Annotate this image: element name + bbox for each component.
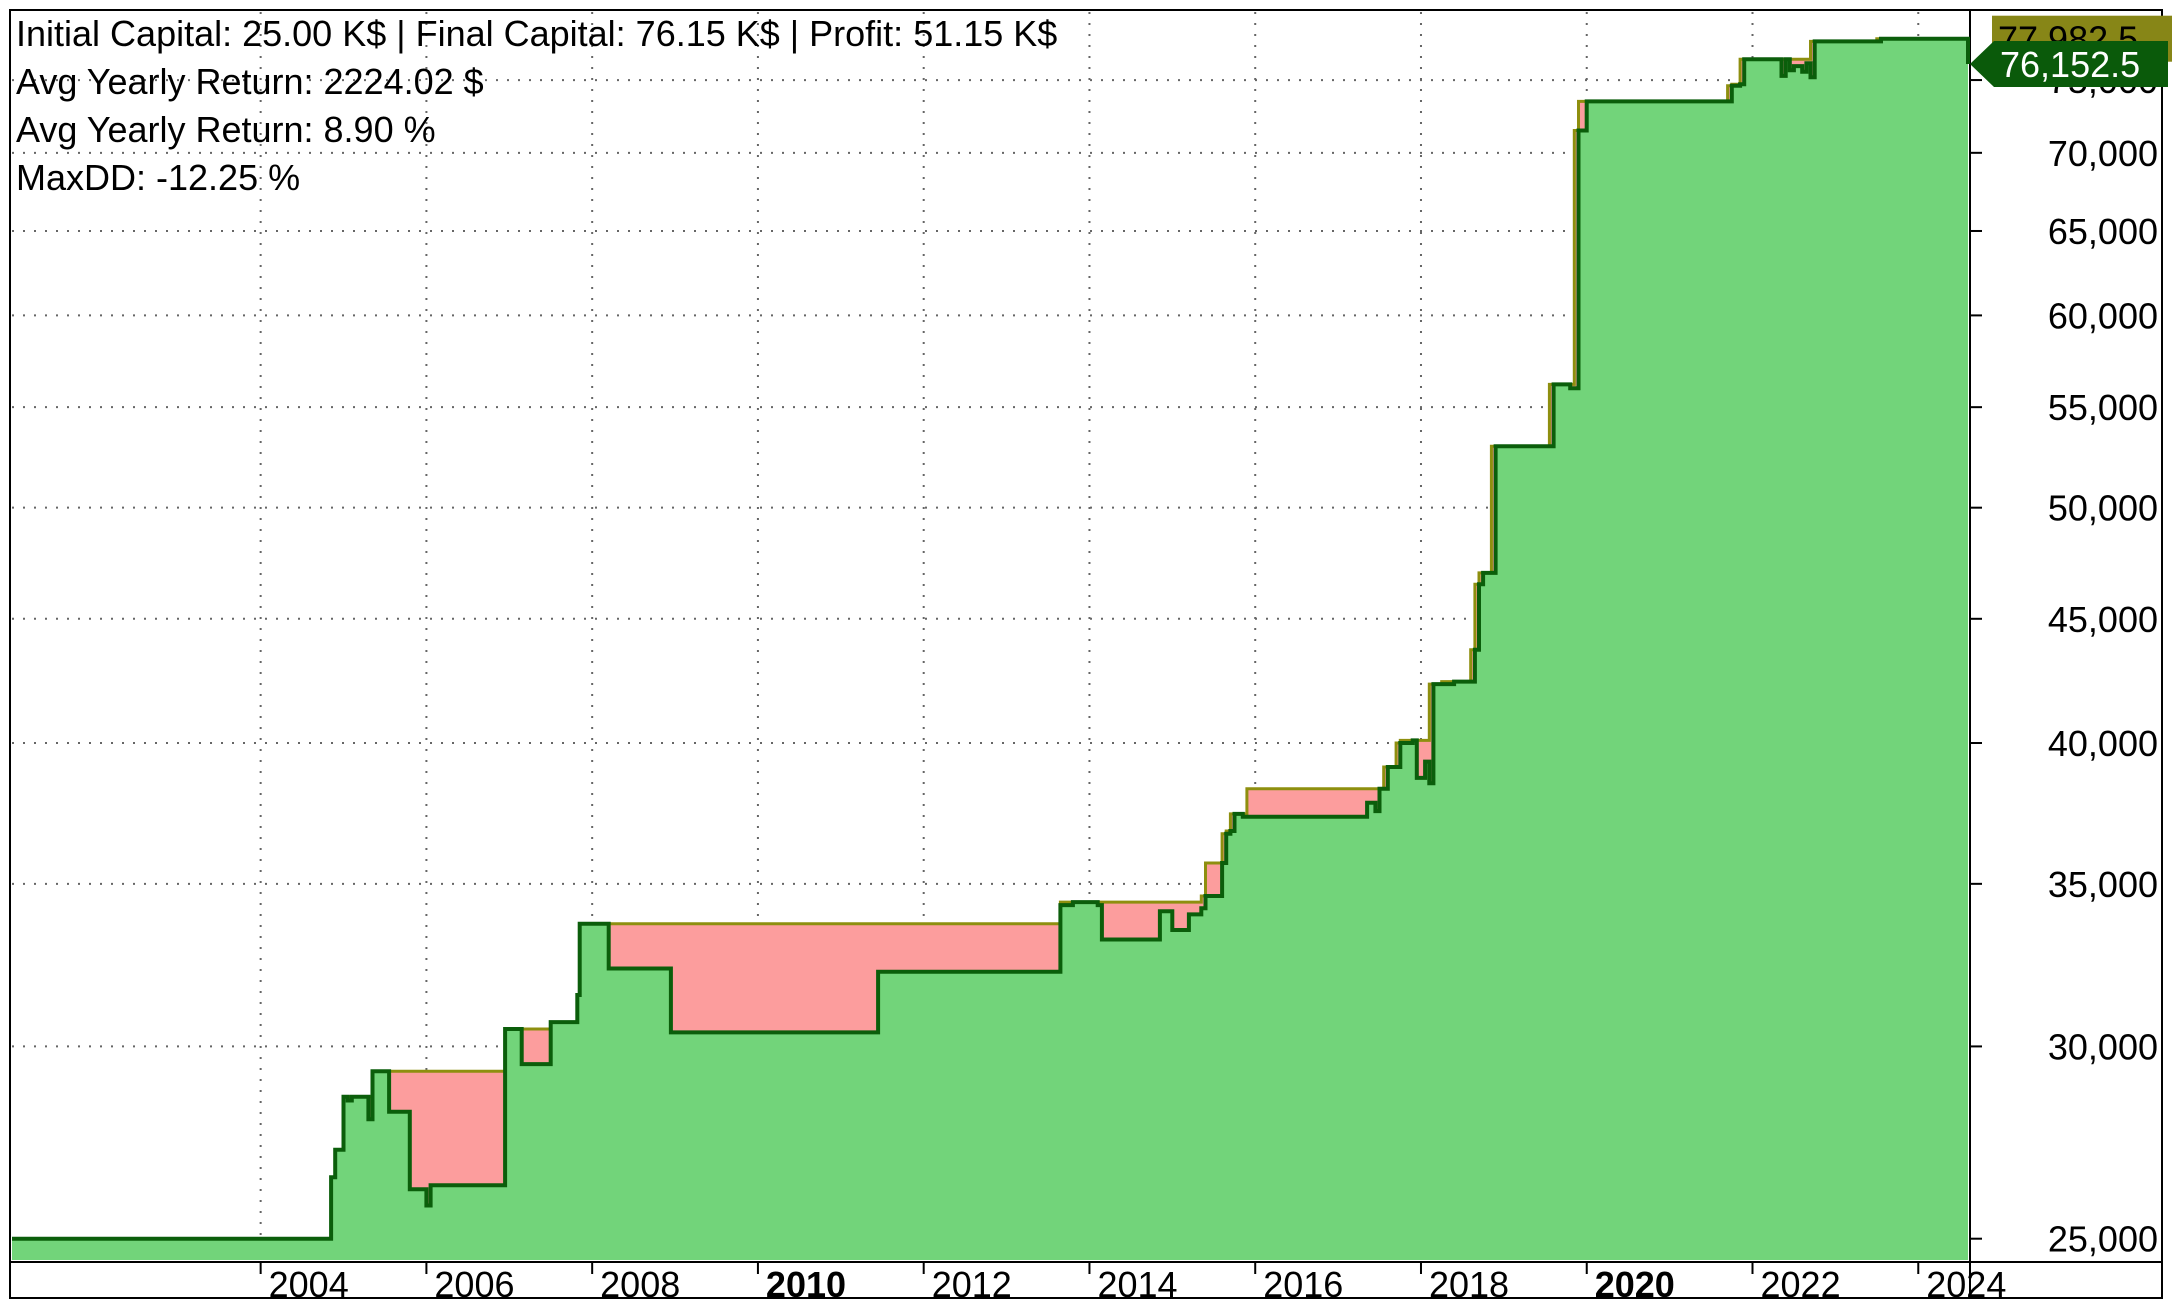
y-tick-label: 70,000 bbox=[2048, 133, 2158, 174]
x-tick-label: 2018 bbox=[1429, 1264, 1509, 1305]
y-tick-label: 45,000 bbox=[2048, 599, 2158, 640]
avg-yearly-return-percent: Avg Yearly Return: 8.90 % bbox=[16, 109, 436, 150]
equity-line bbox=[12, 36, 1970, 1241]
y-tick-label: 30,000 bbox=[2048, 1026, 2158, 1067]
x-tick-label: 2014 bbox=[1097, 1264, 1177, 1305]
last-value-tag: 76,152.5 bbox=[1970, 40, 2168, 87]
last-value-tag-label: 76,152.5 bbox=[2000, 44, 2140, 85]
avg-yearly-return-dollars: Avg Yearly Return: 2224.02 $ bbox=[16, 61, 484, 102]
x-axis-ticks: 2004 2006 2008 2010 2012 2014 2016 2018 2020 2022… bbox=[259, 1262, 2006, 1305]
x-tick-label: 2008 bbox=[600, 1264, 680, 1305]
y-tick-label: 40,000 bbox=[2048, 723, 2158, 764]
x-tick-label: 2004 bbox=[269, 1264, 349, 1305]
x-tick-label: 2012 bbox=[932, 1264, 1012, 1305]
y-tick-label: 55,000 bbox=[2048, 387, 2158, 428]
equity-area bbox=[12, 38, 1968, 1261]
y-axis-ticks: 25,000 30,000 35,000 40,000 45,000 50,000 55,0… bbox=[1970, 60, 2158, 1260]
capital-summary: Initial Capital: 25.00 K$ | Final Capita… bbox=[16, 13, 1058, 54]
y-tick-label: 50,000 bbox=[2048, 488, 2158, 529]
max-drawdown: MaxDD: -12.25 % bbox=[16, 157, 301, 198]
x-tick-label: 2010 bbox=[766, 1264, 846, 1305]
last-value-tag-bg bbox=[1970, 40, 2168, 87]
stats-panel: Initial Capital: 25.00 K$ | Final Capita… bbox=[16, 10, 1057, 202]
plot-frame bbox=[9, 9, 2163, 1299]
y-tick-label: 35,000 bbox=[2048, 864, 2158, 905]
x-tick-label: 2022 bbox=[1761, 1264, 1841, 1305]
y-tick-label: 65,000 bbox=[2048, 211, 2158, 252]
y-tick-label: 25,000 bbox=[2048, 1219, 2158, 1260]
x-tick-label: 2024 bbox=[1926, 1264, 2006, 1305]
y-tick-label: 60,000 bbox=[2048, 295, 2158, 336]
x-tick-label: 2020 bbox=[1595, 1264, 1675, 1305]
x-tick-label: 2006 bbox=[434, 1264, 514, 1305]
x-tick-label: 2016 bbox=[1263, 1264, 1343, 1305]
